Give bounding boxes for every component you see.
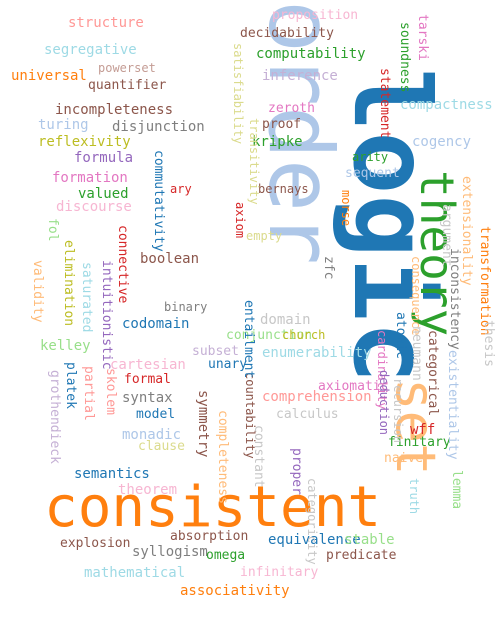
word-universal: universal (11, 68, 87, 84)
word-proper: deduction (377, 370, 391, 436)
word-cartesian: subset (192, 344, 239, 359)
word-satisfiability: infinitary (240, 565, 319, 580)
word-inference: inference (262, 68, 338, 84)
word-validity: fol (45, 218, 60, 242)
word-deduction: neumann (409, 326, 424, 381)
word-grothendieck: platek (63, 362, 78, 409)
word-semantics: naive (384, 451, 424, 466)
word-truth: proper (289, 448, 304, 495)
word-absorption: stable (344, 532, 395, 548)
word-skolem: partial (81, 366, 96, 421)
word-infinitary: predicate (326, 548, 397, 563)
word-consequence: zfc (321, 256, 336, 280)
word-subset: church (282, 328, 326, 342)
word-transformation: inconsistency (447, 248, 462, 350)
word-finitary: wff (410, 422, 436, 438)
word-soundness: lemma (449, 470, 464, 510)
word-conjunction: codomain (122, 316, 190, 332)
word-turing: turing (38, 117, 89, 133)
word-powerset: powerset (98, 61, 156, 75)
word-entailment: completeness (215, 410, 230, 504)
word-axiomatic: syntax (122, 390, 173, 406)
word-binary: empty (246, 229, 283, 243)
word-kelley: conjunction (226, 328, 313, 343)
word-categorical: atomic (393, 312, 408, 359)
word-consistent: consistent (44, 475, 382, 540)
word-argument: statement (377, 68, 392, 139)
word-symmetry: grothendieck (47, 370, 62, 464)
word-formation: formation (52, 170, 128, 186)
word-quantifier: quantifier (88, 78, 167, 93)
word-clause: calculus (276, 407, 339, 422)
word-sequent: compactness (400, 97, 493, 113)
word-zfc: entailment (241, 300, 256, 379)
word-tarski: truth (407, 478, 421, 515)
word-mathematical: omega (206, 548, 246, 563)
word-countability: skolem (103, 368, 118, 415)
word-decidability: decidability (240, 26, 334, 41)
word-formula: formula (74, 150, 134, 166)
word-enumerability: kelley (40, 338, 91, 354)
word-recursion: categorical (425, 330, 440, 417)
word-compactness: arity (352, 150, 389, 164)
word-thesis: existentiality (445, 350, 460, 460)
word-monadic: model (136, 407, 176, 422)
word-cardinality: morse (339, 190, 353, 227)
word-proposition: proposition (272, 8, 359, 23)
word-omega: absorption (170, 529, 249, 544)
word-partial: intuitionistic (99, 260, 114, 370)
word-stable: theorem (118, 482, 178, 498)
word-lemma: categoricity (305, 478, 319, 565)
word-theorem: finitary (388, 435, 451, 450)
word-fol: axiom (233, 202, 247, 239)
word-transitivity: associativity (180, 583, 290, 599)
word-bernays: ary (170, 182, 192, 196)
word-completeness: symmetry (195, 390, 211, 458)
word-computability: computability (256, 46, 366, 62)
word-calculus: axiomatic (318, 379, 389, 394)
word-reflexivity: reflexivity (38, 134, 131, 150)
word-arity: cogency (412, 134, 472, 150)
word-formal: cartesian (110, 357, 186, 373)
word-saturated: elimination (61, 240, 76, 327)
word-predicate: syllogism (132, 544, 208, 560)
word-intuitionistic: validity (30, 260, 45, 323)
word-empty: bernays (258, 182, 309, 196)
word-incompleteness: incompleteness (55, 102, 174, 118)
word-church: domain (260, 312, 311, 328)
word-categoricity: recursion (391, 378, 405, 444)
word-neumann: consequence (409, 256, 423, 336)
word-platek: saturated (79, 262, 94, 333)
word-model: comprehension (262, 389, 372, 405)
word-proof: proof (262, 117, 302, 132)
word-statement: tarski (415, 14, 430, 61)
word-discourse: discourse (56, 199, 132, 215)
word-codomain: boolean (140, 251, 200, 267)
word-domain: binary (164, 300, 208, 314)
word-morse: constant (251, 425, 266, 488)
word-elimination: connective (115, 225, 130, 304)
word-valued: valued (78, 186, 129, 202)
word-zeroth: zeroth (268, 101, 315, 116)
word-disjunction: disjunction (112, 119, 205, 135)
word-explosion: equivalence (268, 532, 361, 548)
word-wff: monadic (122, 427, 182, 443)
word-naive: clause (138, 439, 185, 454)
word-kripke: kripke (252, 134, 303, 150)
word-ary: sequent (345, 166, 400, 181)
word-associativity: mathematical (84, 565, 186, 581)
word-comprehension: formal (124, 372, 171, 387)
word-structure: structure (68, 15, 144, 31)
word-segregative: segregative (44, 42, 137, 58)
word-axiom: transitivity (247, 118, 261, 205)
word-equivalence: semantics (74, 466, 150, 482)
word-syntax: unary (208, 357, 248, 372)
word-syllogism: explosion (60, 536, 131, 551)
word-extensionality: soundness (397, 22, 412, 93)
word-connective: commutativity (151, 150, 166, 252)
word-wenheim: thesis (481, 320, 496, 367)
word-unary: enumerability (262, 345, 372, 361)
word-commutativity: satisfiability (231, 43, 245, 145)
